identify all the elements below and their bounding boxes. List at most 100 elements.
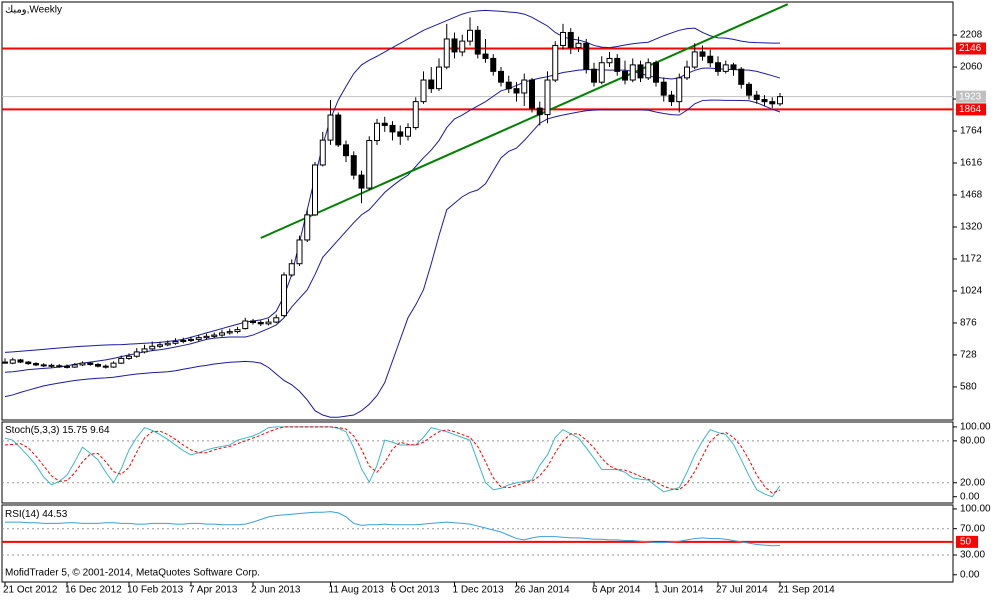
y-tick-label: 100.00 [960, 422, 991, 433]
x-tick-label: 1 Jun 2014 [654, 585, 704, 596]
y-tick-label: 1616 [960, 158, 983, 169]
y-tick-label: 0.00 [960, 569, 980, 580]
candle-body [777, 96, 783, 105]
y-tick-label: 1172 [960, 254, 982, 265]
candle-body [226, 331, 233, 334]
price-line-label: 1864 [959, 104, 982, 115]
rsi-plot [2, 511, 953, 556]
candle-body [645, 62, 652, 79]
x-tick-label: 27 Jul 2014 [716, 585, 768, 596]
y-tick-label: 80.00 [960, 435, 985, 446]
candle-body [234, 329, 241, 333]
level-label: 50 [960, 536, 972, 547]
candle-body [606, 57, 613, 64]
candle-body [327, 114, 334, 141]
candle-body [761, 98, 768, 103]
stoch-panel [1, 421, 954, 504]
rsi-label: RSI(14) 44.53 [5, 509, 68, 520]
x-tick-label: 16 Dec 2012 [65, 585, 122, 596]
candle-body [389, 124, 396, 133]
candle-body [79, 362, 86, 366]
candle-body [157, 344, 163, 347]
candle-body [133, 351, 140, 357]
candle-body [738, 68, 745, 85]
candle-body [312, 164, 318, 216]
candle-body [195, 337, 202, 340]
candle-body [296, 239, 303, 265]
x-tick-label: 10 Feb 2013 [127, 585, 184, 596]
x-tick-label: 11 Aug 2013 [329, 585, 385, 596]
candle-body [490, 57, 497, 72]
candle-body [343, 144, 349, 157]
candle-body [281, 274, 287, 317]
candle-body [350, 155, 357, 176]
candle-body [637, 64, 644, 79]
candle-body [397, 131, 404, 137]
candle-body [699, 51, 706, 57]
candle-body [653, 62, 659, 83]
candle-body [118, 357, 125, 364]
y-tick-label: 2060 [960, 62, 983, 73]
y-tick-label: 2208 [960, 30, 983, 41]
y-tick-label: 70.00 [960, 523, 985, 534]
candle-body [691, 51, 698, 68]
candle-body [381, 122, 388, 126]
chart-title: ومبك,Weekly [5, 5, 62, 16]
x-tick-label: 2 Jun 2013 [251, 585, 301, 596]
candle-body [95, 363, 101, 367]
candle-body [87, 362, 94, 365]
rsi-value: 44.53 [42, 509, 67, 520]
stoch-plot [2, 426, 953, 498]
candle-body [715, 62, 721, 72]
y-tick-label: 30.00 [960, 550, 985, 561]
copyright: MofidTrader 5, © 2001-2014, MetaQuotes S… [5, 568, 260, 579]
candle-body [374, 122, 380, 142]
candle-body [40, 364, 47, 367]
indicator-line [4, 426, 781, 498]
price-line-box [956, 103, 986, 116]
candle-body [420, 79, 427, 103]
candle-body [482, 53, 489, 59]
y-tick-label: 1764 [960, 126, 983, 137]
x-tick-label: 26 Jan 2014 [515, 585, 570, 596]
candle-body [730, 64, 737, 70]
candle-body [25, 361, 32, 365]
candle-body [33, 363, 39, 366]
stoch-name: Stoch(5,3,3) [5, 425, 59, 436]
candle-body [769, 101, 776, 105]
candle-body [505, 81, 512, 90]
candle-body [567, 31, 574, 49]
candle-body [544, 79, 551, 116]
candle-body [149, 345, 156, 350]
axes: 5807288761024117213201468161617641912206… [3, 30, 991, 596]
candle-body [722, 64, 729, 72]
candle-body [536, 107, 543, 116]
candle-body [513, 88, 520, 94]
candle-body [684, 66, 690, 79]
candle-body [180, 339, 187, 343]
candle-body [2, 361, 8, 364]
candle-body [405, 127, 411, 137]
candle-body [591, 68, 597, 83]
current-price-label: 1923 [959, 91, 982, 102]
indicator-line [5, 511, 781, 547]
trendline [260, 3, 789, 239]
price-line-label: 2146 [959, 43, 982, 54]
y-tick-label: 580 [960, 382, 977, 393]
candle-body [753, 94, 760, 100]
candle-body [71, 364, 78, 368]
candle-body [498, 70, 504, 83]
main-panel [1, 1, 954, 421]
y-tick-label: 1024 [960, 286, 983, 297]
candle-body [629, 64, 636, 81]
candle-body [242, 320, 249, 330]
main-plot [2, 3, 953, 418]
candle-body [203, 335, 210, 339]
indicator-line [4, 99, 781, 418]
stoch-signal-value: 9.64 [90, 425, 110, 436]
candle-body [560, 31, 566, 46]
y-tick-label: 20.00 [960, 477, 985, 488]
candle-body [172, 341, 179, 344]
candle-body [141, 348, 148, 353]
